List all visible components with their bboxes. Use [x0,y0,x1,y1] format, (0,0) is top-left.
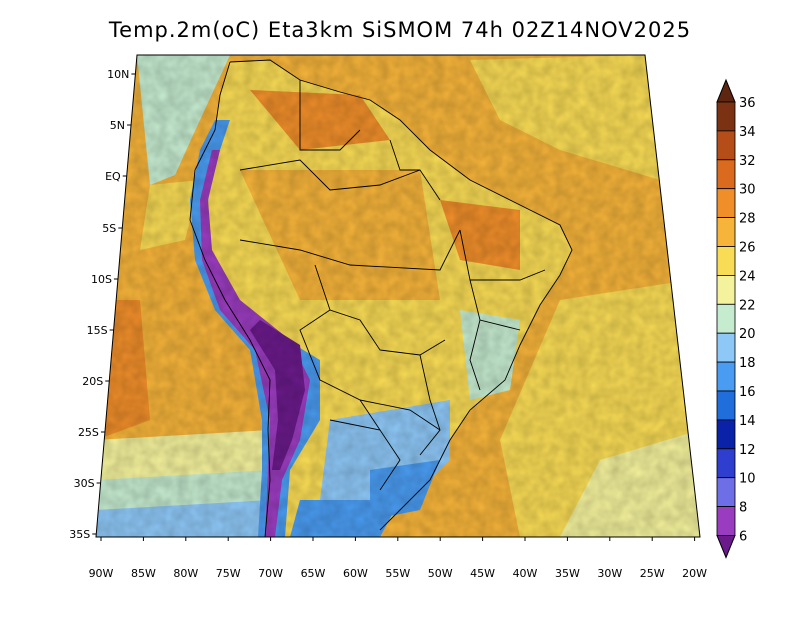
colorbar-label: 30 [739,183,756,198]
political-borders [189,59,573,538]
colorbar-label: 6 [739,530,747,545]
lon-tick-label: 20W [682,567,707,580]
temperature-field [96,55,700,537]
colorbar-segment [716,448,736,479]
colorbar-label: 16 [739,385,756,400]
map-frame [95,54,701,538]
colorbar-segment [716,217,736,247]
colorbar: 36 34 32 30 28 26 24 22 20 18 16 14 12 10 8 6 [716,78,756,559]
colorbar-top-arrow [716,78,736,103]
colorbar-label: 20 [739,327,756,342]
map-title: Temp.2m(oC) Eta3km SiSMOM 74h 02Z14NOV20… [108,18,692,42]
colorbar-segment [716,101,736,132]
lat-tick-label: 35S [69,528,90,541]
colorbar-label: 34 [739,125,756,140]
lon-tick-label: 80W [173,567,198,580]
lon-tick-label: 90W [89,567,114,580]
lat-tick-label: EQ [105,170,121,183]
colorbar-segment [716,303,736,334]
lat-tick-label: 20S [82,375,103,388]
colorbar-bottom-arrow [716,535,736,559]
colorbar-segment [716,274,736,305]
lon-tick-label: 85W [131,567,156,580]
colorbar-label: 28 [739,212,756,227]
lat-tick-label: 5S [102,222,116,235]
colorbar-label: 26 [739,241,756,256]
lat-tick-label: 10N [107,68,129,81]
colorbar-segment [716,130,736,161]
lon-tick-label: 30W [597,567,622,580]
colorbar-segment [716,390,736,421]
lat-tick-label: 30S [74,477,95,490]
colorbar-label: 36 [739,96,756,111]
latitude-axis: 10N 5N EQ 5S 10S 15S 20S 25S 30S 35S [69,68,136,541]
lon-tick-label: 60W [343,567,368,580]
colorbar-label: 14 [739,414,756,429]
lat-tick-label: 5N [110,119,125,132]
lon-tick-label: 40W [513,567,538,580]
colorbar-segment [716,332,736,363]
colorbar-segment [716,361,736,392]
colorbar-segment [716,477,736,508]
lon-tick-label: 50W [428,567,453,580]
lon-tick-label: 75W [216,567,241,580]
lat-tick-label: 15S [87,324,108,337]
colorbar-label: 22 [739,298,756,313]
field-texture [96,55,700,537]
colorbar-label: 32 [739,154,756,169]
colorbar-label: 12 [739,443,756,458]
lat-tick-label: 25S [78,426,99,439]
lat-tick-label: 10S [91,273,112,286]
colorbar-segment [716,188,736,218]
lon-tick-label: 45W [470,567,495,580]
colorbar-segment [716,506,736,536]
colorbar-label: 10 [739,472,756,487]
colorbar-segment [716,159,736,190]
colorbar-segment [716,246,736,276]
colorbar-label: 8 [739,501,747,516]
lon-tick-label: 70W [258,567,283,580]
longitude-axis: 90W 85W 80W 75W 70W 65W 60W 55W 50W 45W 40W 35W 30W 2… [89,537,707,580]
colorbar-segment [716,419,736,450]
lon-tick-label: 25W [640,567,665,580]
colorbar-label: 24 [739,269,756,284]
colorbar-label: 18 [739,356,756,371]
lon-tick-label: 65W [301,567,326,580]
lon-tick-label: 35W [555,567,580,580]
lon-tick-label: 55W [385,567,410,580]
